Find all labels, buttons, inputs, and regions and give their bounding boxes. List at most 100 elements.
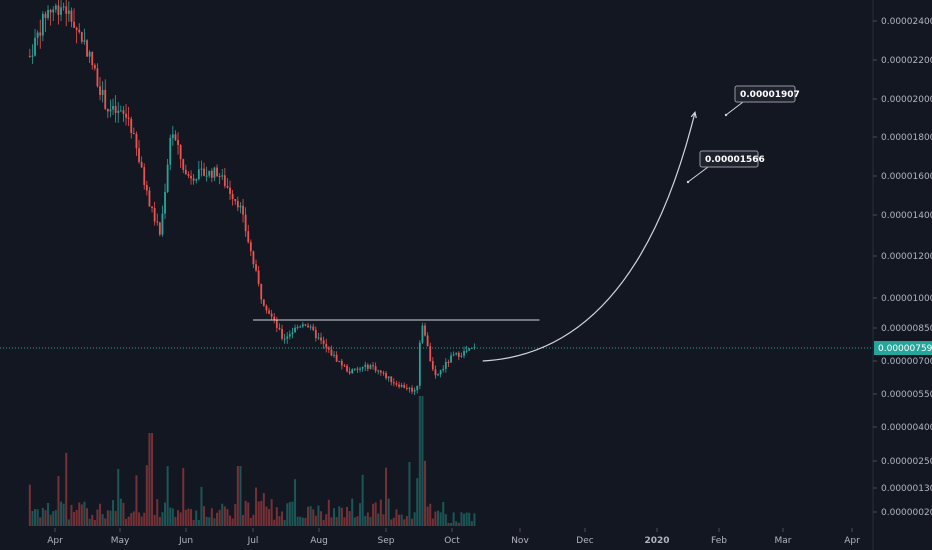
candle (106, 108, 109, 119)
candle (75, 26, 78, 44)
candle (28, 48, 31, 58)
candle (200, 160, 203, 177)
candle-body (216, 167, 218, 177)
candle-body (60, 7, 62, 15)
candle (93, 63, 96, 71)
volume-bar (192, 519, 195, 526)
candle (465, 345, 468, 354)
candle (351, 368, 354, 374)
candle-body (151, 206, 153, 208)
candle-body (109, 109, 112, 112)
candle-body (379, 370, 382, 373)
volume-bar (317, 505, 320, 526)
volume-bar (247, 502, 250, 526)
candle (60, 0, 62, 22)
candle-body (403, 384, 406, 388)
candle-body (234, 198, 237, 201)
volume-bar (408, 462, 411, 526)
price-callout[interactable]: 0.00001566 (686, 150, 765, 184)
candle (408, 386, 411, 393)
volume-bar (236, 466, 239, 526)
candle-body (408, 387, 411, 389)
candle-body (260, 283, 263, 300)
candle (187, 171, 190, 179)
volume-bar (338, 506, 341, 526)
volume-bar (132, 511, 135, 526)
volume-bar (304, 517, 307, 526)
x-tick-label: 2020 (644, 536, 669, 546)
volume-bar (96, 509, 99, 526)
volume-bar (366, 512, 369, 526)
candle-body (169, 137, 172, 165)
volume-bar (301, 517, 304, 526)
volume-bar (361, 474, 364, 526)
candle (99, 77, 101, 101)
candle-body (36, 32, 39, 38)
volume-bar (395, 509, 398, 526)
candle (73, 8, 75, 28)
candle-body (203, 168, 205, 176)
candle-body (156, 221, 159, 223)
candle-body (322, 340, 325, 344)
candle-body (171, 134, 174, 138)
candle (57, 0, 60, 25)
candle-body (112, 106, 114, 110)
volume-bar (158, 517, 161, 526)
candle-body (398, 384, 400, 387)
candle (424, 322, 426, 337)
candle (257, 265, 260, 287)
candle (127, 106, 130, 127)
volume-bar (83, 501, 86, 526)
price-scale[interactable]: 0.00002400 0.00002200 0.00002000 0.00001800… (873, 17, 932, 518)
candle-body (296, 327, 299, 329)
candle-body (47, 9, 49, 19)
volume-bar (473, 513, 476, 526)
volume-bar (174, 516, 177, 526)
candle (400, 382, 403, 388)
candle-body (356, 368, 359, 370)
time-scale[interactable]: Apr May Jun Jul Aug Sep Oct Nov Dec 2020 Feb Mar Apr (47, 528, 860, 546)
projection-curve[interactable] (482, 112, 696, 362)
candle-body (132, 132, 135, 134)
volume-bar (416, 478, 419, 526)
candle-body (278, 327, 281, 330)
volume-bar (210, 508, 213, 526)
volume-bar (229, 515, 232, 526)
candle-body (343, 365, 346, 367)
candle (364, 361, 367, 372)
candle-body (231, 193, 234, 199)
price-callout[interactable]: 0.00001907 (724, 85, 800, 117)
candle (275, 316, 278, 333)
candle-body (117, 110, 120, 113)
volume-bar (372, 503, 375, 526)
candle (338, 360, 341, 363)
volume-bar (130, 513, 133, 526)
candle-body (213, 167, 216, 178)
candle-body (114, 106, 117, 113)
candle (325, 338, 328, 353)
volume-bar (67, 519, 70, 526)
candle (49, 8, 52, 26)
candle-body (65, 6, 68, 14)
candle-body (174, 134, 177, 141)
candle (405, 384, 408, 391)
volume-bar (359, 503, 362, 526)
candle (31, 44, 34, 64)
candle-body (434, 369, 437, 376)
candle-body (52, 9, 55, 13)
candle-body (145, 184, 148, 191)
volume-bar (369, 516, 372, 526)
candle (221, 168, 224, 180)
y-tick-label: 0.00000130 (881, 484, 932, 494)
candle-body (377, 370, 380, 372)
volume-bar (455, 521, 458, 526)
volume-bar (119, 498, 122, 526)
candle (265, 304, 268, 314)
drawings[interactable]: 0.00000759 0.00001907 0.00001566 (0, 85, 932, 362)
candle-body (374, 366, 377, 371)
candle (421, 322, 424, 344)
volume-bar (190, 509, 193, 526)
candle-body (73, 21, 75, 28)
candle (62, 2, 65, 11)
